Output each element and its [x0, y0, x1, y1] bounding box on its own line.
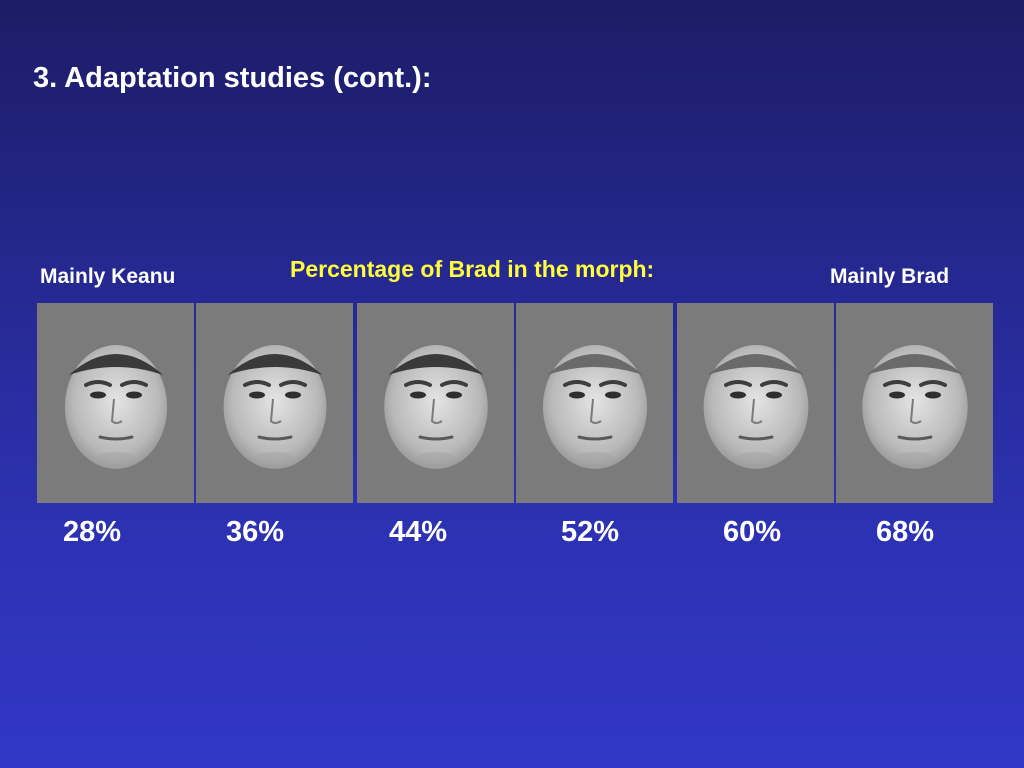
face-morph-image-1 [37, 303, 194, 503]
percent-label-6: 68% [876, 516, 935, 548]
mainly-brad-label: Mainly Brad [830, 265, 950, 288]
morph-subtitle: Percentage of Brad in the morph: [290, 256, 655, 282]
percent-label-1: 28% [63, 516, 122, 548]
percent-label-4: 52% [561, 516, 620, 548]
mainly-keanu-label: Mainly Keanu [40, 265, 176, 288]
slide-title: 3. Adaptation studies (cont.): [33, 62, 432, 94]
percent-label-2: 36% [226, 516, 285, 548]
percent-label-3: 44% [389, 516, 448, 548]
face-morph-image-3 [357, 303, 514, 503]
face-morph-image-6 [836, 303, 993, 503]
face-morph-image-4 [516, 303, 673, 503]
percent-label-5: 60% [723, 516, 782, 548]
face-morph-image-2 [196, 303, 353, 503]
face-morph-image-5 [677, 303, 834, 503]
